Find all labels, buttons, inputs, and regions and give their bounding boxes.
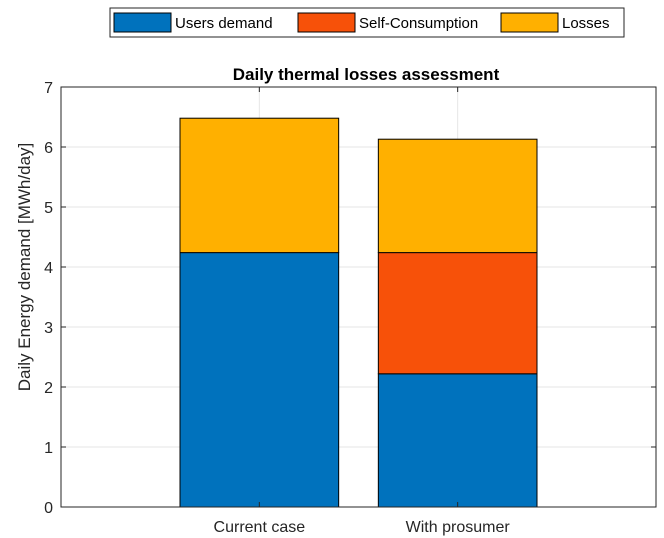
legend-label: Losses [562,15,610,32]
y-tick-label: 3 [44,320,53,337]
y-tick-label: 1 [44,440,53,457]
legend-swatch [297,12,356,33]
bar-segment [377,252,538,375]
bar-segment [377,138,538,254]
y-tick-label: 6 [44,140,53,157]
plot-background [61,87,656,507]
x-tick-label: Current case [214,519,306,536]
legend-label: Self-Consumption [359,15,478,32]
y-tick-label: 2 [44,380,53,397]
bar-segment [179,117,340,254]
bar-segment [377,373,538,508]
x-axis-ticks: Current case With prosumer [214,87,511,536]
bar-segment [179,252,340,508]
y-axis-label: Daily Energy demand [MWh/day] [15,143,34,392]
chart-title: Daily thermal losses assessment [233,65,500,84]
y-tick-label: 7 [44,80,53,97]
legend-swatch [500,12,559,33]
y-axis-ticks: 0 1 2 3 4 5 6 7 [44,80,656,517]
bars [179,117,538,508]
legend-swatch [113,12,172,33]
plot-frame [60,86,657,508]
y-tick-label: 0 [44,500,53,517]
y-tick-label: 5 [44,200,53,217]
x-tick-label: With prosumer [406,519,511,536]
legend: Users demand Self-Consumption Losses [109,7,625,38]
plot-area: 0 1 2 3 4 5 6 7 Current case With prosumer [44,80,657,536]
legend-label: Users demand [175,15,273,32]
legend-items: Users demand Self-Consumption Losses [113,12,610,33]
y-tick-label: 4 [44,260,53,277]
